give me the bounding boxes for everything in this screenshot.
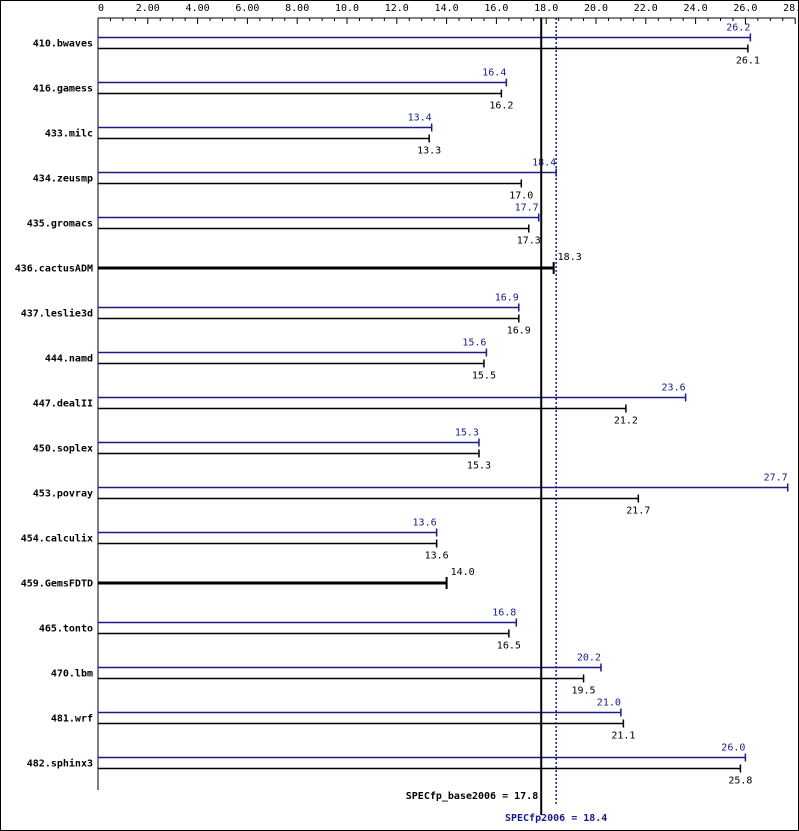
peak-value-label: 26.0 [721,743,745,754]
bar-group-482-sphinx3: 482.sphinx3 26.0 25.8 [27,743,753,787]
bar-group-435-gromacs: 435.gromacs 17.7 17.3 [27,203,541,247]
x-tick-label: 18.0 [534,3,558,14]
base-value-label: 25.8 [728,776,752,787]
x-tick-label: 4.00 [186,3,210,14]
x-tick-label: 28.0 [783,3,799,14]
benchmark-label: 437.leslie3d [21,308,93,320]
bar-group-434-zeusmp: 434.zeusmp 18.4 17.0 [33,158,557,202]
base-value-label: 13.6 [425,551,449,562]
peak-value-label: 26.2 [726,23,750,34]
x-tick-label: 14.0 [435,3,459,14]
base-value-label: 26.1 [736,56,760,67]
benchmark-label: 444.namd [45,354,93,365]
peak-value-label: 27.7 [764,473,788,484]
bar-group-465-tonto: 465.tonto 16.8 16.5 [39,608,521,652]
benchmark-label: 482.sphinx3 [27,758,93,770]
peak-value-label: 16.8 [492,608,516,619]
base-value-label: 16.5 [497,641,521,652]
benchmark-label: 454.calculix [21,533,93,545]
base-value-label: 15.3 [467,461,491,472]
benchmark-label: 447.dealII [33,399,93,410]
x-tick-label: 0 [98,3,104,14]
base-value-label: 17.3 [517,236,541,247]
bar-group-433-milc: 433.milc 13.4 13.3 [45,113,441,157]
base-value-label: 21.2 [614,416,638,427]
x-axis: 0 2.00 4.00 6.00 8.00 10.0 12.0 14.0 16.0 18.0 20.… [97,3,799,790]
benchmark-label: 410.bwaves [33,39,93,50]
peak-value-label: 16.4 [482,68,506,79]
peak-value-label: 15.3 [455,428,479,439]
peak-value-label: 18.4 [532,158,556,169]
benchmark-label: 433.milc [45,128,93,140]
bar-group-450-soplex: 450.soplex 15.3 15.3 [33,428,491,472]
base-value-label: 16.9 [507,326,531,337]
x-tick-label: 20.0 [584,3,608,14]
peak-value-label: 20.2 [577,653,601,664]
x-tick-label: 6.00 [235,3,259,14]
base-value-label: 21.1 [611,731,635,742]
base-value-label: 19.5 [572,686,596,697]
benchmark-label: 416.gamess [33,84,93,95]
bar-group-470-lbm: 470.lbm 20.2 19.5 [51,653,602,697]
bar-group-437-leslie3d: 437.leslie3d 16.9 16.9 [21,293,531,337]
x-tick-label: 26.0 [733,3,757,14]
x-tick-label: 8.00 [285,3,309,14]
benchmark-label: 450.soplex [33,444,93,455]
bar-group-481-wrf: 481.wrf 21.0 21.1 [51,698,636,742]
x-tick-label: 12.0 [385,3,409,14]
peak-value-label: 13.6 [413,518,437,529]
peak-reference-label: SPECfp2006 = 18.4 [505,813,607,824]
bars: 410.bwaves 26.2 26.1 416.gamess 16.4 16.2 433.… [15,23,789,787]
base-value-label: 18.3 [558,252,582,263]
benchmark-label: 481.wrf [51,714,93,725]
benchmark-label: 465.tonto [39,624,93,635]
benchmark-label: 435.gromacs [27,219,93,230]
bar-group-444-namd: 444.namd 15.6 15.5 [45,338,496,382]
peak-value-label: 23.6 [662,383,686,394]
base-reference-label: SPECfp_base2006 = 17.8 [406,791,538,802]
base-value-label: 14.0 [451,567,475,578]
benchmark-label: 434.zeusmp [33,174,93,185]
peak-value-label: 21.0 [597,698,621,709]
benchmark-label: 436.cactusADM [15,264,93,275]
x-tick-label: 10.0 [335,3,359,14]
base-value-label: 16.2 [489,101,513,112]
bar-group-410-bwaves: 410.bwaves 26.2 26.1 [33,23,760,67]
bar-group-447-dealII: 447.dealII 23.6 21.2 [33,383,687,427]
bar-group-459-GemsFDTD: 459.GemsFDTD 14.0 [21,567,475,590]
benchmark-label: 470.lbm [51,669,93,680]
bar-group-436-cactusADM: 436.cactusADM 18.3 [15,252,582,275]
peak-value-label: 13.4 [408,113,432,124]
bar-group-453-povray: 453.povray 27.7 21.7 [33,473,789,517]
base-value-label: 13.3 [417,146,441,157]
peak-value-label: 16.9 [495,293,519,304]
benchmark-label: 459.GemsFDTD [21,579,93,590]
x-tick-label: 16.0 [484,3,508,14]
benchmark-label: 453.povray [33,489,93,500]
base-value-label: 17.0 [509,191,533,202]
peak-value-label: 15.6 [462,338,486,349]
peak-value-label: 17.7 [515,203,539,214]
bar-group-416-gamess: 416.gamess 16.4 16.2 [33,68,514,112]
reference-lines: SPECfp_base2006 = 17.8 SPECfp2006 = 18.4 [406,18,607,824]
bar-group-454-calculix: 454.calculix 13.6 13.6 [21,518,449,562]
base-value-label: 21.7 [626,506,650,517]
x-tick-label: 24.0 [684,3,708,14]
x-tick-label: 2.00 [136,3,160,14]
x-tick-label: 22.0 [634,3,658,14]
base-value-label: 15.5 [472,371,496,382]
